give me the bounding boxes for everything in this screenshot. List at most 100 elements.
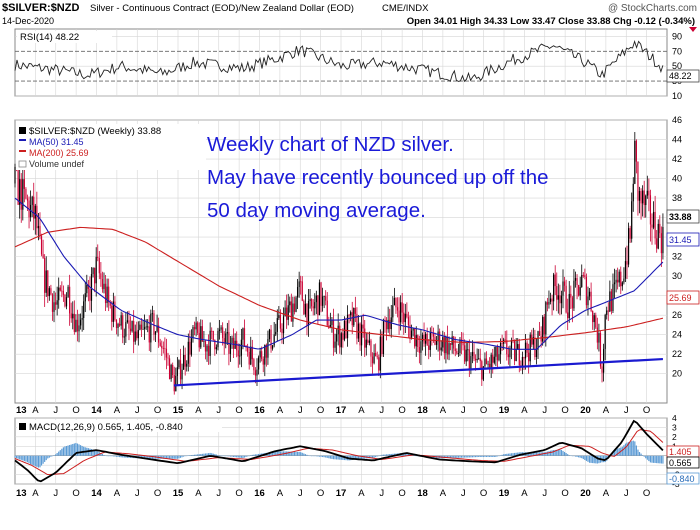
price-bar-body [585,276,588,306]
macd-histogram-bar [228,455,230,457]
price-bar-body [518,344,520,366]
price-bar-body [401,302,403,313]
price-bar-body [173,375,175,392]
macd-histogram-bar [89,448,91,456]
price-bar-body [84,293,86,302]
macd-histogram-bar [654,455,656,463]
price-bar-body [104,283,107,304]
macd-histogram-bar [195,454,197,456]
macd-histogram-bar [51,455,54,457]
price-bar-body [573,280,575,309]
price-bar-body [259,351,261,358]
price-bar-body [528,352,530,362]
macd-histogram-bar [183,455,185,457]
macd-histogram-bar [546,451,548,456]
macd-histogram-bar [448,455,450,459]
macd-histogram-bar [65,446,68,456]
macd-histogram-bar [218,455,221,456]
price-bar-body [267,339,269,358]
macd-histogram-bar [125,455,127,458]
macd-histogram-bar [79,445,82,456]
macd-histogram-bar [464,455,466,458]
price-bar-body [440,347,442,351]
macd-histogram-bar [551,450,553,456]
price-bar-body [300,281,302,283]
price-bar-body [270,329,272,349]
macd-histogram-bar [22,455,24,461]
price-bar-body [37,226,40,229]
price-bar-body [65,297,68,307]
signal-value-label: 1.405 [669,447,692,457]
macd-histogram-bar [204,453,207,456]
price-panel: 4644424038363432302826242220 $SILVER:$NZ… [14,115,700,404]
price-bar-body [250,346,252,365]
macd-histogram-bar [212,453,214,456]
macd-histogram-bar [445,455,447,459]
macd-histogram-bar [161,455,163,459]
price-bar-body [143,327,146,329]
macd-histogram-bar [573,455,575,457]
macd-histogram-bar [509,453,511,456]
price-bar-body [62,291,64,295]
macd-histogram-bar [362,455,364,459]
price-bar-body [448,343,450,355]
macd-histogram-bar [26,455,29,463]
price-bar-body [175,375,177,392]
macd-histogram-bar [371,455,374,458]
macd-line [14,419,664,483]
price-bar-body [571,297,573,309]
price-bar-body [407,317,410,326]
macd-histogram-bar [370,455,372,459]
macd-histogram-bar [323,455,325,458]
macd-histogram-bar [256,454,258,456]
macd-histogram-bar [359,455,361,459]
macd-histogram-bar [531,452,533,456]
macd-histogram-bar [656,455,658,464]
price-bar-body [97,256,99,259]
price-bar-body [321,296,324,306]
macd-histogram-bar [454,455,456,458]
x-tick-label: A [32,488,39,499]
price-bar-body [393,297,395,306]
price-bar-body [111,305,113,322]
x-tick-label: O [643,405,650,416]
price-bar-body [534,337,536,358]
price-bar-body [223,338,225,344]
price-bar-body [42,254,44,259]
macd-histogram-bar [638,452,641,456]
macd-histogram-bar [179,455,182,458]
price-bar-body [317,295,319,316]
price-bar-body [384,319,386,321]
price-tick-label: 20 [672,369,682,379]
macd-histogram-bar [248,455,250,457]
price-bar-body [345,320,347,339]
macd-histogram-bar [471,455,474,458]
macd-histogram-bar [217,455,219,456]
price-bar-body [183,354,185,370]
macd-histogram-bar [529,452,531,456]
price-bar-body [69,286,71,314]
macd-histogram-bar [648,455,650,462]
macd-histogram-bar [545,451,547,456]
rsi-line [14,40,664,83]
x-tick-label: A [277,405,284,416]
x-tick-label: J [216,405,221,416]
price-bar-body [656,238,658,249]
macd-histogram-bar [643,455,645,457]
price-bar-body [510,340,513,350]
macd-histogram-bar [387,454,389,456]
price-bar-body [187,341,189,364]
macd-histogram-bar [31,455,33,465]
macd-histogram-bar [304,454,306,456]
macd-histogram-bar [69,444,71,456]
macd-histogram-bar [582,455,584,460]
price-bar-body [587,296,589,306]
macd-histogram-bar [147,455,149,459]
macd-histogram-bar [201,453,203,456]
price-bar-body [309,299,311,302]
x-tick-label: A [195,488,202,499]
price-bar-body [487,363,489,365]
price-bar-body [293,303,296,312]
macd-histogram-bar [97,451,99,456]
macd-value-label: 0.565 [669,458,692,468]
